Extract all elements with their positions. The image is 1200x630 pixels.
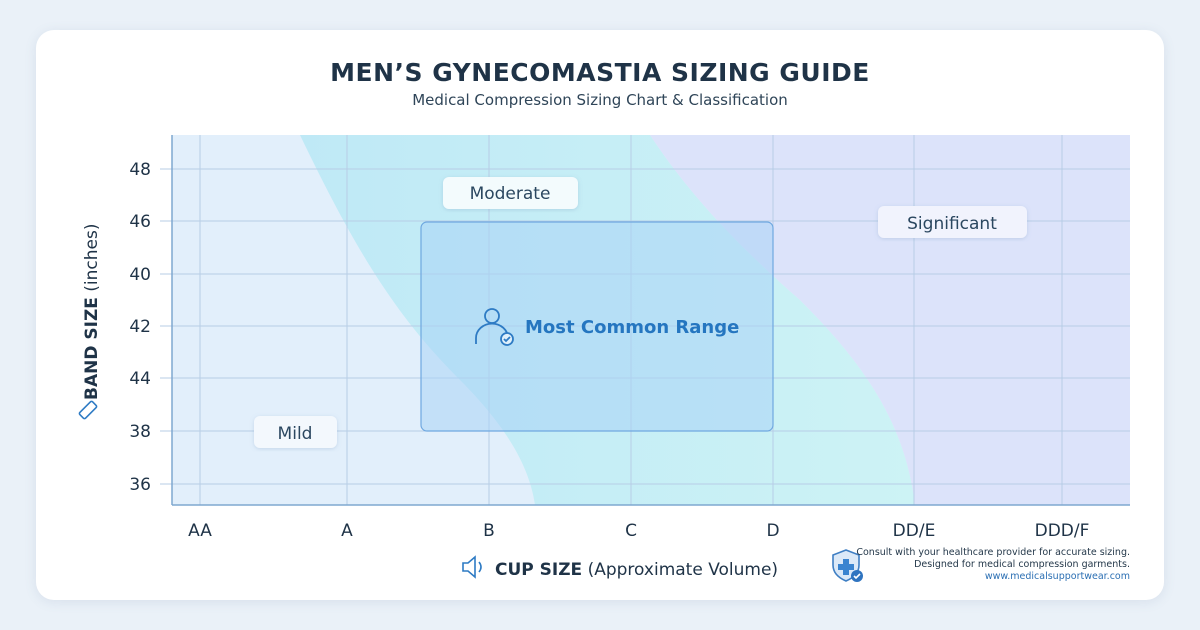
x-tick-label: C (625, 521, 637, 541)
y-tick-label: 46 (129, 212, 151, 232)
label-moderate-text: Moderate (470, 184, 551, 204)
ruler-icon (78, 400, 98, 420)
label-significant: Significant (878, 206, 1027, 238)
x-axis-label: CUP SIZE (Approximate Volume) (495, 560, 778, 580)
y-tick-label: 40 (129, 265, 151, 285)
label-significant-text: Significant (907, 214, 997, 234)
x-tick-label: A (341, 521, 353, 541)
label-mild: Mild (254, 416, 337, 448)
x-tick-label: AA (188, 521, 212, 541)
y-tick-label: 48 (129, 160, 151, 180)
x-tick-label: D (766, 521, 779, 541)
chart-title: MEN’S GYNECOMASTIA SIZING GUIDE (330, 58, 870, 87)
person-check-icon (475, 308, 514, 346)
shield-check-icon (832, 549, 863, 582)
footer-url[interactable]: www.medicalsupportwear.com (984, 571, 1130, 582)
label-moderate: Moderate (443, 177, 578, 209)
y-axis-label: BAND SIZE (inches) (82, 224, 102, 401)
x-tick-label: B (483, 521, 495, 541)
footer-line1: Consult with your healthcare provider fo… (856, 547, 1130, 558)
y-tick-label: 44 (129, 369, 151, 389)
chart-subtitle: Medical Compression Sizing Chart & Class… (412, 91, 788, 109)
y-tick-label: 42 (129, 317, 151, 337)
x-tick-label: DDD/F (1035, 521, 1090, 541)
speaker-icon (462, 555, 482, 579)
label-mild-text: Mild (278, 424, 313, 444)
highlight-label: Most Common Range (525, 317, 739, 338)
footer-line2: Designed for medical compression garment… (914, 559, 1130, 570)
y-tick-label: 36 (129, 475, 151, 495)
most-common-range-highlight (420, 221, 774, 432)
x-tick-label: DD/E (893, 521, 936, 541)
y-tick-label: 38 (129, 422, 151, 442)
footer-note: Consult with your healthcare provider fo… (856, 547, 1130, 583)
